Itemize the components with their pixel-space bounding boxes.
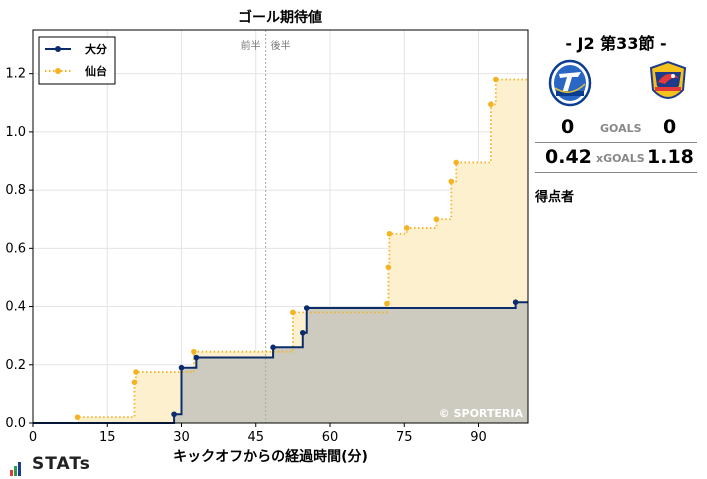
- data-point: [403, 225, 410, 231]
- xgoals-label: xGOALS: [596, 152, 645, 165]
- legend-marker: [55, 68, 61, 74]
- y-tick-label: 0.2: [5, 358, 26, 373]
- area-fills: [33, 79, 528, 423]
- data-point: [384, 300, 390, 307]
- y-tick-label: 1.2: [5, 67, 26, 82]
- stats-logo-text: STATs: [32, 454, 91, 474]
- x-tick-label: 75: [396, 430, 413, 445]
- plot-frame: [32, 29, 529, 424]
- oita-trinita-crest-icon: [548, 59, 592, 107]
- vegalta-sendai-crest-icon: [649, 60, 687, 99]
- legend-label: 大分: [85, 42, 107, 56]
- first-half-label: 前半: [241, 39, 261, 52]
- data-point: [385, 264, 392, 271]
- x-tick-label: 30: [173, 430, 190, 445]
- away-goals: 0: [663, 116, 677, 138]
- data-point: [488, 101, 494, 108]
- x-tick-label: 15: [99, 430, 116, 445]
- data-point: [74, 414, 81, 420]
- y-tick-label: 0.0: [5, 416, 26, 431]
- watermark: © SPORTERIA: [439, 407, 524, 420]
- data-point: [193, 354, 200, 361]
- match-title: - J2 第33節 -: [565, 34, 667, 53]
- goals-row: 0 GOALS 0: [535, 116, 697, 143]
- scorers-label: 得点者: [535, 190, 575, 205]
- halftime-marker: 前半 後半: [241, 30, 291, 423]
- legend-label: 仙台: [85, 64, 107, 78]
- y-tick-label: 0.8: [5, 183, 26, 198]
- data-point: [448, 178, 455, 185]
- y-axis-ticks: 0.0 0.2 0.4 0.6 0.8 1.0 1.2: [5, 67, 33, 431]
- legend-box: [38, 36, 116, 85]
- x-axis-label: キックオフからの経過時間(分): [173, 448, 368, 465]
- data-point: [133, 369, 139, 375]
- area-fill-0: [33, 302, 528, 423]
- data-point: [131, 379, 138, 386]
- away-xg: 1.18: [647, 146, 694, 168]
- data-point: [299, 329, 306, 336]
- series-lines: [33, 78, 528, 424]
- y-tick-label: 0.4: [5, 300, 26, 315]
- y-tick-label: 1.0: [5, 125, 26, 140]
- stats-logo-icon: [10, 457, 22, 476]
- data-point: [191, 348, 197, 355]
- home-xg: 0.42: [545, 146, 592, 168]
- x-axis-ticks: 0 15 30 45 60 75 90: [29, 423, 487, 445]
- data-point: [270, 344, 276, 351]
- match-panel: - J2 第33節 - 0 GOALS 0 0.42 xGOALS 1.18 得…: [535, 0, 707, 479]
- x-tick-label: 0: [29, 430, 37, 445]
- x-tick-label: 45: [247, 430, 264, 445]
- goals-label: GOALS: [600, 122, 642, 135]
- legend-marker: [55, 46, 61, 52]
- second-half-label: 後半: [271, 39, 291, 52]
- data-point: [303, 305, 310, 311]
- home-goals: 0: [561, 116, 575, 138]
- data-point: [178, 364, 185, 371]
- y-tick-label: 0.6: [5, 241, 26, 256]
- data-point: [433, 216, 440, 223]
- data-point: [386, 230, 393, 237]
- data-point: [171, 411, 177, 418]
- x-tick-label: 60: [322, 430, 339, 445]
- series-line-0: [33, 301, 528, 424]
- data-point: [493, 76, 499, 83]
- series-points: [74, 76, 519, 420]
- x-tick-label: 90: [470, 430, 487, 445]
- data-point: [512, 299, 519, 305]
- stats-logo: STATs: [10, 454, 90, 476]
- chart-title: ゴール期待値: [238, 9, 322, 26]
- data-point: [453, 159, 460, 166]
- xgoals-row: 0.42 xGOALS 1.18: [535, 146, 697, 173]
- data-point: [290, 309, 296, 316]
